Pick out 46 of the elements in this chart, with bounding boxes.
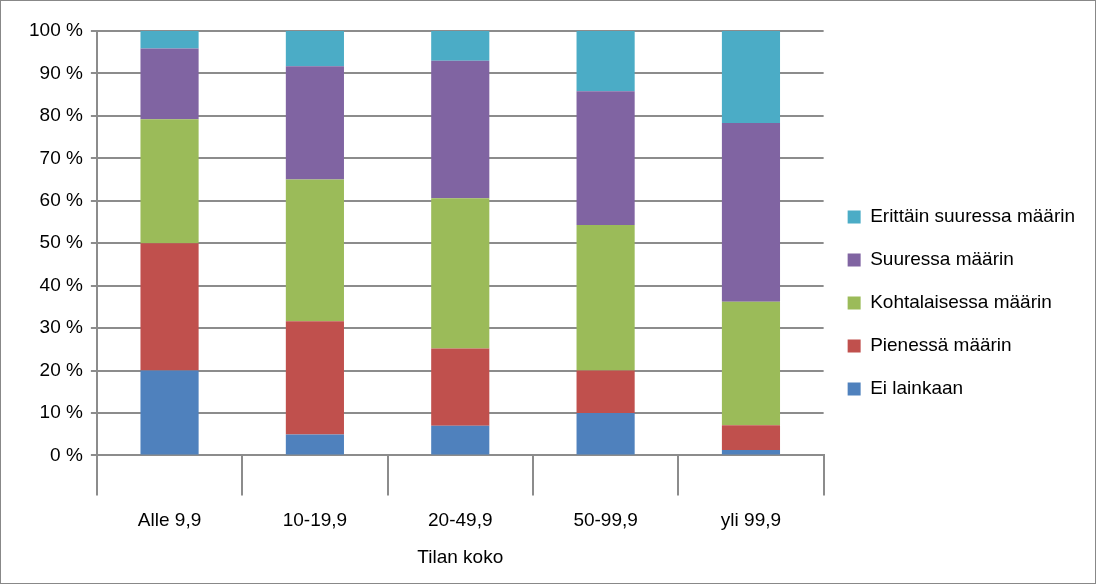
bar	[140, 243, 199, 371]
bar	[140, 31, 199, 49]
y-tick-label: 0 %	[50, 443, 83, 465]
y-tick-label: 80 %	[39, 104, 83, 126]
x-tick-label: yli 99,9	[720, 509, 782, 531]
bar	[721, 301, 781, 426]
y-tick-label: 20 %	[39, 358, 83, 380]
legend-label: Kohtalaisessa määrin	[870, 291, 1052, 313]
x-tick-label: 20-49,9	[428, 509, 493, 531]
legend-label: Ei lainkaan	[870, 377, 964, 399]
y-tick-label: 40 %	[39, 273, 83, 295]
bar	[285, 179, 344, 322]
bar	[721, 425, 781, 450]
bar	[431, 198, 490, 349]
y-tick-label: 70 %	[39, 146, 83, 168]
legend-label: Pienessä määrin	[870, 334, 1012, 356]
x-tick-label: 10-19,9	[282, 509, 348, 531]
y-tick-label: 60 %	[39, 188, 83, 210]
bar	[576, 370, 635, 413]
legend-label: Erittäin suuressa määrin	[870, 205, 1076, 227]
y-tick-label: 90 %	[39, 61, 83, 83]
bar	[721, 123, 781, 302]
bar	[285, 434, 344, 455]
bar	[140, 48, 199, 120]
bar	[140, 370, 199, 455]
bar	[576, 412, 635, 455]
bar	[576, 91, 635, 225]
bar	[721, 31, 781, 124]
bar	[431, 60, 490, 199]
x-tick-label: Alle 9,9	[137, 509, 202, 531]
y-tick-label: 50 %	[39, 231, 83, 253]
bar	[576, 224, 635, 371]
bar	[285, 31, 344, 67]
bar	[431, 348, 490, 426]
bar	[576, 31, 635, 92]
legend-label: Suuressa määrin	[870, 248, 1014, 270]
bar	[140, 119, 199, 244]
y-tick-label: 30 %	[39, 316, 83, 338]
y-tick-label: 100 %	[29, 19, 83, 41]
x-axis-title: Tilan koko	[417, 545, 504, 567]
y-tick-label: 10 %	[39, 401, 83, 423]
bar	[285, 66, 344, 180]
bar	[431, 31, 490, 61]
x-tick-label: 50-99,9	[573, 509, 638, 531]
bar	[431, 425, 490, 455]
bar	[285, 321, 344, 435]
